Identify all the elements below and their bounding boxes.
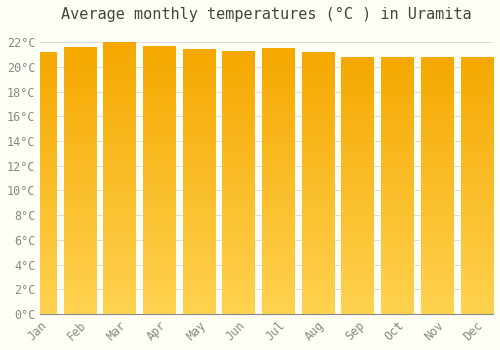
- Title: Average monthly temperatures (°C ) in Uramita: Average monthly temperatures (°C ) in Ur…: [62, 7, 472, 22]
